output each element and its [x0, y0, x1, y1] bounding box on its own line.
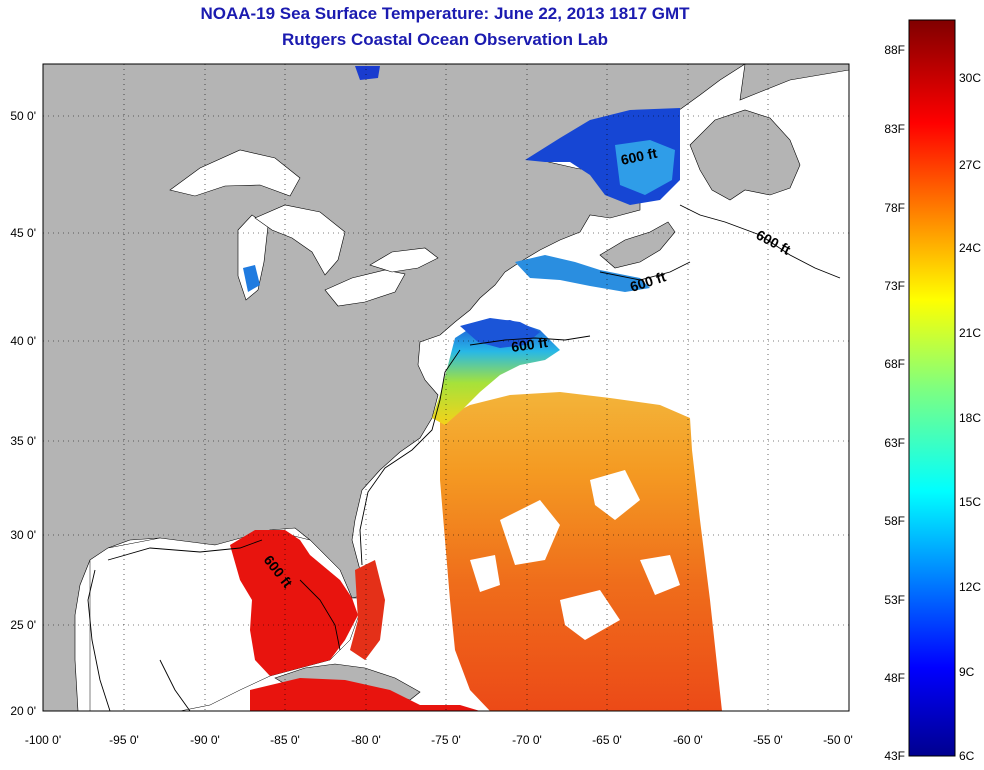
- great-lakes: [169, 149, 439, 307]
- colorbar-f-label: 73F: [884, 279, 905, 293]
- map-title: NOAA-19 Sea Surface Temperature: June 22…: [200, 4, 690, 23]
- x-tick-label: -50 0': [823, 733, 853, 747]
- atlantic-sst-swath: [440, 392, 722, 711]
- colorbar-c-label: 9C: [959, 665, 975, 679]
- contour-label: 600 ft: [510, 334, 549, 355]
- coastal-sst-gradient: [432, 320, 560, 425]
- x-tick-label: -75 0': [431, 733, 461, 747]
- isobath-600ft: [87, 204, 841, 711]
- colorbar-c-label: 30C: [959, 71, 981, 85]
- gulf-sst-east: [350, 560, 385, 660]
- y-tick-label: 25 0': [10, 618, 36, 632]
- y-tick-label: 50 0': [10, 109, 36, 123]
- colorbar-f-label: 48F: [884, 671, 905, 685]
- map-subtitle: Rutgers Coastal Ocean Observation Lab: [282, 30, 608, 49]
- land-newfoundland: [689, 109, 801, 201]
- contour-label: 600 ft: [619, 145, 658, 168]
- y-tick-label: 40 0': [10, 334, 36, 348]
- nyc-bight-blue: [460, 318, 540, 348]
- x-tick-label: -55 0': [753, 733, 783, 747]
- colorbar-f-label: 78F: [884, 201, 905, 215]
- colorbar-f-label: 68F: [884, 357, 905, 371]
- st-lawrence-cyan: [615, 140, 675, 195]
- x-axis: -100 0' -95 0' -90 0' -85 0' -80 0' -75 …: [25, 733, 853, 747]
- colorbar-f-label: 53F: [884, 593, 905, 607]
- colorbar-c-label: 6C: [959, 749, 975, 763]
- x-tick-label: -85 0': [270, 733, 300, 747]
- y-tick-label: 30 0': [10, 528, 36, 542]
- land-nova-scotia: [599, 221, 676, 269]
- north-sst-patch: [355, 66, 380, 80]
- x-tick-label: -80 0': [351, 733, 381, 747]
- y-tick-label: 35 0': [10, 434, 36, 448]
- colorbar-celsius-labels: 30C 27C 24C 21C 18C 15C 12C 9C 6C: [959, 71, 981, 763]
- colorbar-c-label: 15C: [959, 495, 981, 509]
- colorbar-c-label: 27C: [959, 158, 981, 172]
- cloud-patches: [470, 470, 680, 640]
- y-axis: 20 0' 25 0' 30 0' 35 0' 40 0' 45 0' 50 0…: [10, 109, 36, 718]
- colorbar-f-label: 88F: [884, 43, 905, 57]
- x-tick-label: -100 0': [25, 733, 61, 747]
- colorbar-fahrenheit-labels: 88F 83F 78F 73F 68F 63F 58F 53F 48F 43F: [884, 43, 905, 763]
- gulf-sst-strait: [250, 678, 480, 711]
- x-tick-label: -70 0': [512, 733, 542, 747]
- colorbar-c-label: 21C: [959, 326, 981, 340]
- lake-sst-patch: [243, 265, 260, 292]
- colorbar-c-label: 18C: [959, 411, 981, 425]
- x-tick-label: -65 0': [592, 733, 622, 747]
- x-tick-label: -90 0': [190, 733, 220, 747]
- y-tick-label: 20 0': [10, 704, 36, 718]
- x-tick-label: -95 0': [109, 733, 139, 747]
- map-border: [42, 63, 850, 712]
- colorbar-f-label: 58F: [884, 514, 905, 528]
- gulf-of-maine-sst: [515, 255, 650, 292]
- land-labrador-edge: [739, 64, 849, 101]
- x-tick-label: -60 0': [673, 733, 703, 747]
- colorbar-f-label: 83F: [884, 122, 905, 136]
- colorbar-c-label: 12C: [959, 580, 981, 594]
- colorbar: [908, 19, 956, 757]
- colorbar-f-label: 63F: [884, 436, 905, 450]
- colorbar-c-label: 24C: [959, 241, 981, 255]
- colorbar-f-label: 43F: [884, 749, 905, 763]
- y-tick-label: 45 0': [10, 226, 36, 240]
- gulf-sst-warm: [230, 530, 358, 676]
